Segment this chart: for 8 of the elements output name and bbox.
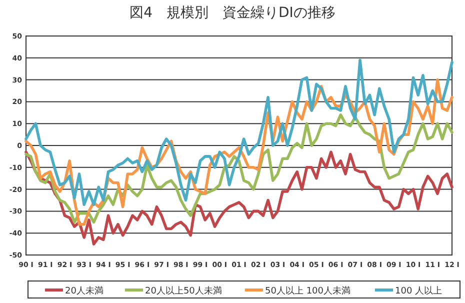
- line-series: [24, 58, 454, 206]
- line-series: [24, 150, 454, 246]
- legend-label: 20人以上50人未満: [145, 286, 222, 296]
- legend-label: 20人未満: [65, 286, 104, 296]
- line-series: [24, 113, 454, 224]
- legend-label: 100 人以上: [395, 286, 442, 296]
- legend-label: 50人以上 100人未満: [265, 286, 350, 296]
- chart-title: 図4 規模別 資金繰りDIの推移: [130, 5, 336, 21]
